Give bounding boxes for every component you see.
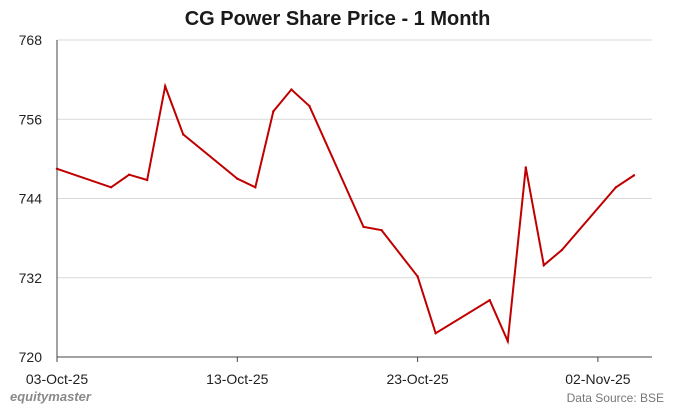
chart-title: CG Power Share Price - 1 Month	[184, 8, 491, 30]
data-point-0-9	[290, 88, 293, 91]
y-tick-label-720: 720	[19, 349, 43, 365]
x-tick-label-2: 23-Oct-25	[386, 371, 448, 387]
data-point-0-0	[55, 167, 59, 170]
series-line-0	[56, 82, 635, 346]
x-tick-label-0: 03-Oct-25	[26, 371, 88, 387]
data-point-0-12	[380, 229, 383, 232]
series-layer	[55, 82, 636, 346]
gridlines	[57, 39, 652, 279]
x-tick-label-1: 13-Oct-25	[206, 371, 268, 387]
data-point-0-20	[614, 186, 618, 189]
data-point-0-6	[236, 177, 239, 180]
y-tick-label-768: 768	[19, 32, 43, 48]
data-point-0-4	[163, 85, 167, 88]
x-tick-labels: 03-Oct-25 13-Oct-25 23-Oct-25 02-Nov-25	[26, 371, 631, 387]
data-point-0-16	[506, 339, 509, 343]
y-tick-label-732: 732	[19, 270, 43, 286]
data-point-0-1	[109, 186, 113, 189]
data-source-note: Data Source: BSE	[566, 391, 664, 405]
data-point-0-15	[488, 299, 491, 302]
data-point-0-17	[524, 166, 527, 169]
data-point-0-21	[632, 174, 636, 177]
brand-logo: equitymaster	[10, 389, 91, 404]
x-tick-label-3: 02-Nov-25	[565, 371, 631, 387]
data-point-0-8	[272, 110, 275, 113]
data-point-0-11	[362, 225, 365, 229]
data-point-0-19	[560, 248, 564, 252]
axes	[56, 40, 652, 362]
y-tick-labels: 720 732 744 756 768	[19, 32, 43, 365]
data-point-0-3	[145, 178, 149, 182]
data-point-0-14	[434, 332, 437, 335]
y-tick-label-744: 744	[19, 191, 43, 207]
data-point-0-2	[127, 173, 131, 176]
data-point-0-7	[254, 186, 257, 189]
y-tick-label-756: 756	[19, 111, 43, 127]
data-point-0-5	[182, 133, 185, 136]
data-point-0-18	[542, 264, 546, 267]
data-point-0-13	[416, 275, 419, 278]
data-point-0-10	[308, 104, 311, 108]
